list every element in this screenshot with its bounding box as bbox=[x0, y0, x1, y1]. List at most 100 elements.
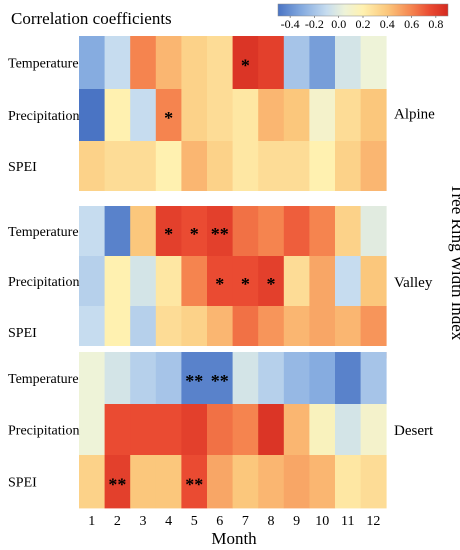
heatmap-cell bbox=[130, 141, 157, 192]
heatmap-cell bbox=[232, 256, 259, 307]
row-label-precipitation: Precipitation bbox=[8, 275, 80, 290]
heatmap-cell bbox=[207, 206, 233, 257]
heatmap-cell bbox=[335, 206, 361, 257]
heatmap-cell bbox=[283, 206, 310, 257]
heatmap-cell bbox=[335, 36, 361, 90]
group-separator bbox=[79, 191, 388, 206]
month-tick-label: 11 bbox=[341, 514, 354, 529]
month-tick-label: 1 bbox=[88, 514, 95, 529]
month-tick-label: 2 bbox=[114, 514, 121, 529]
group-label-alpine: Alpine bbox=[394, 107, 435, 123]
heatmap-cell bbox=[104, 455, 131, 509]
month-tick-label: 3 bbox=[140, 514, 147, 529]
chart-title: Correlation coefficients bbox=[11, 9, 172, 28]
heatmap-cell bbox=[104, 89, 131, 142]
month-tick-label: 7 bbox=[242, 514, 249, 529]
heatmap-cell bbox=[155, 206, 182, 257]
heatmap-cell bbox=[181, 352, 208, 405]
month-tick-label: 8 bbox=[268, 514, 275, 529]
heatmap-cell bbox=[155, 352, 182, 405]
heatmap-cell bbox=[283, 36, 310, 90]
row-label-spei: SPEI bbox=[8, 160, 37, 175]
heatmap-cell bbox=[155, 404, 182, 456]
group-label-valley: Valley bbox=[394, 275, 433, 291]
heatmap-cell bbox=[335, 455, 361, 509]
heatmap-cell bbox=[104, 36, 131, 90]
significance-marker: * bbox=[241, 274, 250, 294]
colorbar-tick-label: 0.0 bbox=[331, 17, 346, 31]
heatmap-cell bbox=[104, 206, 131, 257]
heatmap-cell bbox=[258, 256, 285, 307]
heatmap-cell bbox=[130, 36, 157, 90]
heatmap-cell bbox=[181, 89, 208, 142]
heatmap-cell bbox=[360, 206, 387, 257]
row-label-spei: SPEI bbox=[8, 326, 37, 341]
heatmap-cell bbox=[258, 455, 285, 509]
heatmap-cell bbox=[207, 352, 233, 405]
heatmap-cell bbox=[79, 141, 105, 192]
heatmap-cell bbox=[207, 404, 233, 456]
row-label-temperature: Temperature bbox=[8, 372, 79, 387]
heatmap-cell bbox=[130, 89, 157, 142]
significance-marker: ** bbox=[185, 371, 203, 391]
heatmap-cell bbox=[283, 141, 310, 192]
heatmap-cell bbox=[309, 89, 336, 142]
heatmap-cell bbox=[79, 36, 105, 90]
significance-marker: ** bbox=[185, 475, 203, 495]
significance-marker: * bbox=[267, 274, 276, 294]
heatmap-cell bbox=[258, 36, 285, 90]
heatmap-cell bbox=[283, 352, 310, 405]
heatmap-cell bbox=[360, 256, 387, 307]
month-tick-label: 10 bbox=[315, 514, 329, 529]
colorbar-tick-label: -0.4 bbox=[281, 17, 300, 31]
heatmap-cell bbox=[181, 404, 208, 456]
row-label-temperature: Temperature bbox=[8, 225, 79, 240]
group-label-desert: Desert bbox=[394, 423, 434, 439]
colorbar-tick-label: -0.2 bbox=[305, 17, 324, 31]
heatmap-cell bbox=[130, 206, 157, 257]
heatmap-cell bbox=[155, 141, 182, 192]
y-axis-label: Tree Ring Width Index bbox=[448, 184, 460, 341]
significance-marker: * bbox=[190, 224, 199, 244]
heatmap-cell bbox=[104, 256, 131, 307]
heatmap-cell bbox=[258, 89, 285, 142]
heatmap-cell bbox=[104, 141, 131, 192]
colorbar-tick-label: 0.4 bbox=[380, 17, 395, 31]
heatmap-cell bbox=[232, 455, 259, 509]
heatmap-cell bbox=[283, 455, 310, 509]
row-label-temperature: Temperature bbox=[8, 57, 79, 72]
heatmap-cell bbox=[309, 455, 336, 509]
heatmap-cell bbox=[130, 455, 157, 509]
heatmap-cell bbox=[258, 404, 285, 456]
heatmap-cell bbox=[232, 352, 259, 405]
heatmap-cell bbox=[309, 141, 336, 192]
heatmap-cell bbox=[360, 352, 387, 405]
heatmap-cell bbox=[283, 256, 310, 307]
heatmap-cell bbox=[232, 141, 259, 192]
heatmap-cell bbox=[207, 455, 233, 509]
heatmap-cell bbox=[207, 141, 233, 192]
heatmap-cell bbox=[258, 141, 285, 192]
significance-marker: ** bbox=[211, 371, 229, 391]
heatmap-cell bbox=[181, 36, 208, 90]
heatmap-cell bbox=[181, 141, 208, 192]
heatmap-cell bbox=[309, 206, 336, 257]
heatmap-cell bbox=[335, 141, 361, 192]
heatmap-cell bbox=[104, 352, 131, 405]
row-label-spei: SPEI bbox=[8, 476, 37, 491]
heatmap-cell bbox=[309, 352, 336, 405]
heatmap-cell bbox=[79, 352, 105, 405]
row-label-precipitation: Precipitation bbox=[8, 424, 80, 439]
heatmap-cell bbox=[207, 36, 233, 90]
heatmap-cell bbox=[79, 256, 105, 307]
month-tick-label: 12 bbox=[366, 514, 380, 529]
significance-marker: * bbox=[215, 274, 224, 294]
heatmap-cell bbox=[207, 89, 233, 142]
heatmap-cell bbox=[360, 36, 387, 90]
heatmap-cell bbox=[283, 404, 310, 456]
heatmap-cell bbox=[79, 404, 105, 456]
colorbar-tick-label: 0.6 bbox=[404, 17, 419, 31]
heatmap-cell bbox=[181, 206, 208, 257]
heatmap-cell bbox=[283, 89, 310, 142]
